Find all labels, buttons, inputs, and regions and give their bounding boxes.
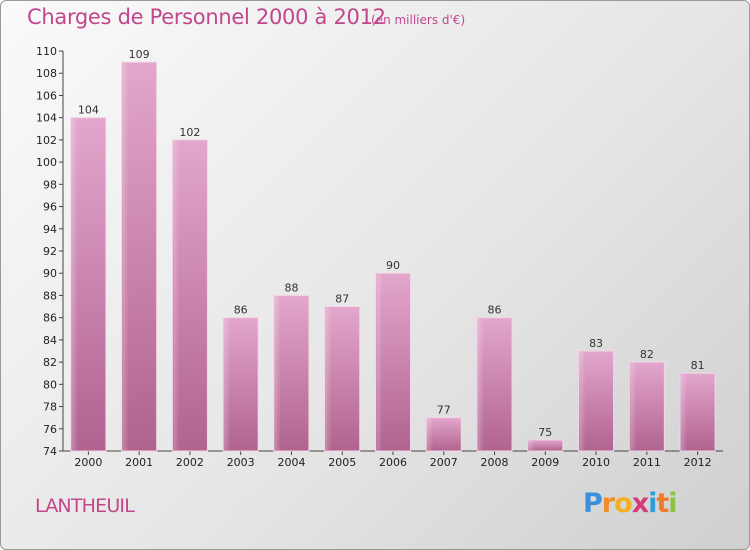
x-tick-label: 2012 xyxy=(684,456,712,469)
chart-title: Charges de Personnel 2000 à 2012 xyxy=(27,5,386,29)
y-tick-label: 96 xyxy=(43,201,57,214)
y-tick-label: 82 xyxy=(43,356,57,369)
x-tick-label: 2011 xyxy=(633,456,661,469)
data-label: 82 xyxy=(640,348,654,361)
logo-letter: x xyxy=(631,488,649,519)
y-tick-label: 102 xyxy=(36,134,57,147)
chart-subtitle: (en milliers d'€) xyxy=(371,13,466,27)
logo-letter: o xyxy=(614,488,633,519)
data-label: 109 xyxy=(129,48,150,61)
logo-letter: i xyxy=(648,488,657,519)
y-tick-label: 88 xyxy=(43,289,57,302)
data-label: 81 xyxy=(691,359,705,372)
x-tick-label: 2003 xyxy=(227,456,255,469)
x-tick-label: 2007 xyxy=(430,456,458,469)
bar-highlight xyxy=(478,318,485,450)
bar-highlight xyxy=(224,318,231,450)
x-tick-label: 2008 xyxy=(481,456,509,469)
proxiti-logo: Proxiti xyxy=(583,488,678,519)
logo-letter: i xyxy=(668,488,677,519)
data-label: 86 xyxy=(234,304,248,317)
place-name: LANTHEUIL xyxy=(35,495,135,517)
data-label: 86 xyxy=(488,304,502,317)
x-tick-label: 2002 xyxy=(176,456,204,469)
x-tick-label: 2005 xyxy=(328,456,356,469)
y-tick-label: 78 xyxy=(43,401,57,414)
y-tick-label: 108 xyxy=(36,67,57,80)
y-tick-label: 80 xyxy=(43,378,57,391)
logo-letter: r xyxy=(601,488,615,519)
bar-highlight xyxy=(528,440,535,450)
x-tick-label: 2009 xyxy=(531,456,559,469)
bar-highlight xyxy=(274,296,281,450)
y-tick-label: 86 xyxy=(43,312,57,325)
y-tick-label: 110 xyxy=(36,45,57,58)
x-tick-label: 2004 xyxy=(277,456,305,469)
data-label: 90 xyxy=(386,259,400,272)
y-tick-label: 104 xyxy=(36,112,57,125)
y-tick-label: 106 xyxy=(36,89,57,102)
data-label: 104 xyxy=(78,104,99,117)
bar-highlight xyxy=(376,274,383,450)
x-tick-label: 2001 xyxy=(125,456,153,469)
data-label: 83 xyxy=(589,337,603,350)
y-tick-label: 74 xyxy=(43,445,57,458)
y-tick-label: 100 xyxy=(36,156,57,169)
y-tick-label: 90 xyxy=(43,267,57,280)
bar-highlight xyxy=(71,118,78,451)
y-tick-label: 92 xyxy=(43,245,57,258)
logo-letter: t xyxy=(656,488,669,519)
bar-highlight xyxy=(427,418,434,450)
data-label: 77 xyxy=(437,404,451,417)
y-tick-label: 94 xyxy=(43,223,57,236)
data-label: 75 xyxy=(538,426,552,439)
bar-highlight xyxy=(630,363,637,450)
data-label: 102 xyxy=(179,126,200,139)
y-tick-label: 98 xyxy=(43,178,57,191)
x-tick-label: 2010 xyxy=(582,456,610,469)
bar-highlight xyxy=(122,63,129,450)
bar-2009 xyxy=(527,439,564,452)
data-label: 88 xyxy=(284,281,298,294)
x-tick-label: 2006 xyxy=(379,456,407,469)
bar-highlight xyxy=(681,374,688,450)
bar-highlight xyxy=(325,307,332,450)
logo-letter: P xyxy=(583,488,603,519)
bar-highlight xyxy=(173,140,180,450)
x-tick-label: 2000 xyxy=(74,456,102,469)
y-tick-label: 76 xyxy=(43,423,57,436)
data-label: 87 xyxy=(335,293,349,306)
y-tick-label: 84 xyxy=(43,334,57,347)
bar-highlight xyxy=(579,352,586,450)
